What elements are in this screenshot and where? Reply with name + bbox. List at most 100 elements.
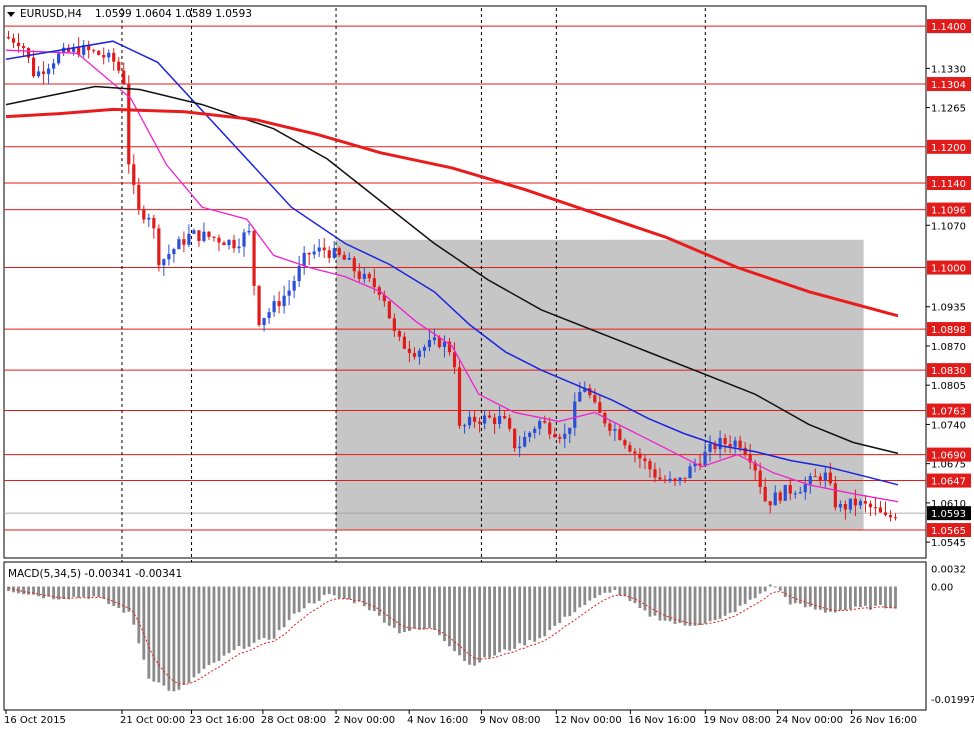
macd-bar	[372, 586, 376, 612]
candle-body	[302, 253, 306, 266]
time-label: 9 Nov 08:00	[479, 715, 540, 726]
candle-body	[492, 417, 497, 424]
macd-bar	[493, 586, 496, 656]
candle-body	[858, 501, 863, 506]
macd-bar	[267, 586, 271, 640]
candle-body	[26, 48, 31, 58]
macd-bar	[468, 586, 471, 665]
candle-body	[738, 440, 742, 448]
macd-bar	[673, 586, 677, 624]
candle-body	[472, 416, 477, 422]
macd-bar	[653, 586, 657, 616]
candle-body	[513, 428, 517, 449]
candle-body	[282, 295, 286, 307]
macd-bar	[252, 586, 256, 643]
time-label: 24 Nov 00:00	[776, 715, 843, 726]
level-label: 1.0763	[931, 407, 966, 418]
ohlc-values: 1.0599 1.0604 1.0589 1.0593	[95, 8, 252, 20]
macd-bar	[593, 586, 597, 598]
candle-body	[838, 504, 842, 508]
candle-body	[628, 445, 632, 452]
candle-body	[543, 421, 547, 423]
candle-body	[883, 512, 888, 516]
macd-bar	[833, 586, 837, 613]
level-label: 1.1400	[931, 22, 966, 33]
candle-body	[342, 254, 346, 260]
price-tick-label: 1.0935	[931, 303, 966, 314]
level-label-bg	[927, 202, 971, 217]
macd-bar	[167, 586, 171, 691]
macd-bar	[708, 586, 712, 622]
level-labels: 1.1400 1.1304 1.1200 1.1140 1.1096 1.1000 1.08…	[927, 19, 971, 538]
ma-fast-line	[5, 49, 899, 503]
macd-bar	[327, 586, 331, 595]
macd-bar	[317, 586, 321, 601]
candle-body	[387, 301, 391, 319]
candle-body	[57, 53, 61, 64]
candle-body	[127, 83, 131, 165]
candle-body	[36, 71, 41, 77]
candle-body	[723, 438, 727, 445]
dropdown-triangle-icon[interactable]	[7, 12, 15, 17]
candle-body	[447, 341, 452, 353]
candle-body	[417, 350, 422, 357]
macd-bar	[382, 586, 386, 623]
macd-bar	[117, 586, 121, 608]
macd-bar	[102, 586, 106, 599]
candle-body	[783, 484, 787, 501]
macd-bar	[207, 586, 211, 665]
candle-body	[11, 38, 16, 43]
candle-body	[613, 429, 617, 431]
macd-bar	[668, 586, 672, 622]
macd-bar	[37, 586, 40, 597]
candle-body	[868, 503, 873, 508]
macd-bar	[82, 586, 86, 597]
candle-body	[598, 402, 602, 413]
macd-bar	[638, 586, 642, 609]
candle-body	[422, 347, 427, 351]
macd-bar	[257, 586, 261, 640]
price-tick-label: 1.1265	[931, 104, 966, 115]
candle-body	[608, 423, 612, 431]
ma-slow-line	[5, 85, 899, 455]
candle-body	[708, 443, 712, 452]
macd-bar	[643, 586, 647, 611]
level-label: 1.1304	[931, 80, 966, 91]
candle-body	[242, 232, 246, 247]
macd-bar	[162, 586, 166, 686]
macd-bar	[197, 586, 201, 674]
level-label-bg	[927, 322, 971, 337]
macd-signal-line	[8, 587, 896, 685]
macd-bar	[97, 586, 101, 597]
candle-body	[292, 280, 296, 291]
candle-body	[487, 415, 492, 418]
candle-body	[132, 164, 136, 185]
candle-body	[653, 469, 657, 478]
candle-body	[317, 247, 321, 252]
price-tick-label: 1.0870	[931, 342, 966, 353]
macd-bar	[753, 586, 757, 599]
macd-bar	[613, 586, 617, 590]
level-label: 1.1200	[931, 143, 966, 154]
macd-bar	[392, 586, 396, 628]
macd-bar	[312, 586, 316, 604]
symbol-label: EURUSD,H4	[20, 8, 82, 20]
macd-bar	[418, 586, 421, 630]
candle-body	[312, 251, 316, 255]
candle-body	[397, 330, 401, 337]
candle-body	[262, 318, 266, 326]
level-label: 1.0830	[931, 366, 966, 377]
candle-body	[477, 421, 482, 424]
macd-bar	[87, 586, 91, 599]
macd-bar	[803, 586, 807, 608]
candle-body	[503, 416, 507, 419]
macd-bar	[793, 586, 797, 604]
macd-bar	[397, 586, 401, 634]
macd-bar	[413, 586, 416, 629]
candle-body	[332, 248, 336, 258]
symbol-header[interactable]: EURUSD,H4 1.0599 1.0604 1.0589 1.0593	[7, 8, 252, 20]
macd-bar	[182, 586, 186, 685]
candle-body	[337, 248, 341, 255]
candle-body	[207, 231, 211, 237]
